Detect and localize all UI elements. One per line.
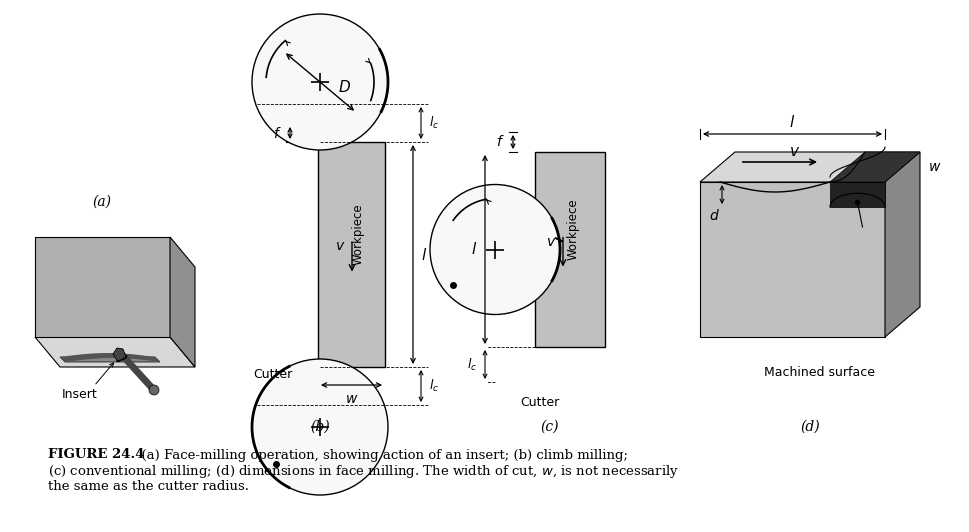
Text: (c) conventional milling; (d) dimensions in face milling. The width of cut, $w$,: (c) conventional milling; (d) dimensions… [48,462,679,479]
Text: $l$: $l$ [790,114,796,130]
Text: FIGURE 24.4: FIGURE 24.4 [48,448,144,461]
Polygon shape [830,182,885,207]
Text: Cutter: Cutter [520,395,560,409]
Polygon shape [113,348,126,362]
Text: Machined surface: Machined surface [765,365,876,378]
Text: Insert: Insert [62,387,98,401]
Text: $w$: $w$ [928,160,941,174]
Circle shape [149,385,159,395]
Text: (b): (b) [310,420,329,434]
Text: $v$: $v$ [546,235,556,248]
Polygon shape [35,237,170,337]
Polygon shape [830,152,920,182]
Text: Cutter: Cutter [253,369,293,381]
Text: $l_c$: $l_c$ [429,378,439,394]
Text: $d$: $d$ [708,207,719,222]
Text: $f$: $f$ [496,135,505,149]
Text: Workpiece: Workpiece [567,198,580,260]
Text: (d): (d) [800,420,820,434]
Text: (a): (a) [92,195,111,209]
Text: $l$: $l$ [471,242,477,257]
Text: $l$: $l$ [421,246,427,262]
Text: $l_c$: $l_c$ [467,356,477,372]
Polygon shape [700,152,920,182]
Polygon shape [35,337,195,367]
Polygon shape [60,357,160,362]
Polygon shape [700,182,885,337]
Circle shape [430,185,560,314]
Polygon shape [170,237,195,367]
Text: $v$: $v$ [334,239,345,254]
Bar [318,142,385,367]
Text: the same as the cutter radius.: the same as the cutter radius. [48,480,249,494]
Text: $v$: $v$ [790,145,800,159]
Text: (a) Face-milling operation, showing action of an insert; (b) climb milling;: (a) Face-milling operation, showing acti… [133,448,628,461]
Circle shape [252,14,388,150]
Text: (c): (c) [541,420,559,434]
Text: $l_c$: $l_c$ [429,115,439,131]
Polygon shape [885,152,920,337]
Text: $f$: $f$ [273,126,282,140]
Circle shape [252,359,388,495]
Text: $w$: $w$ [345,392,359,406]
Text: $D$: $D$ [338,79,351,95]
Text: Workpiece: Workpiece [352,204,364,265]
Polygon shape [60,353,160,362]
Bar [535,152,605,347]
